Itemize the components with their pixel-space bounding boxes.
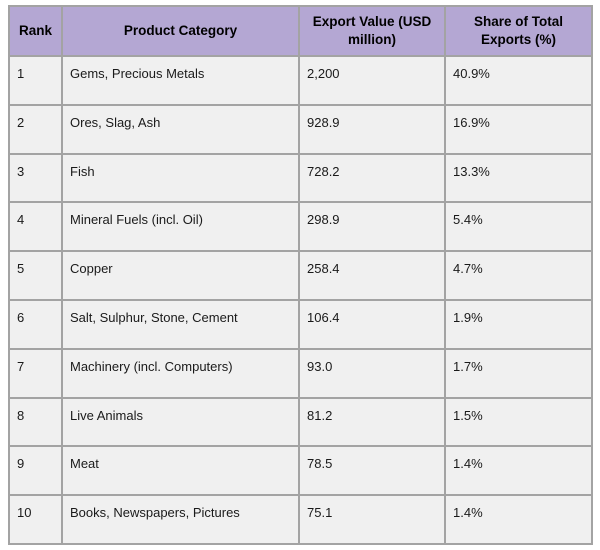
table-row: 2 Ores, Slag, Ash 928.9 16.9% xyxy=(8,103,593,155)
rank-cell: 7 xyxy=(8,347,63,399)
share-cell: 4.7% xyxy=(444,250,593,301)
table-row: 1 Gems, Precious Metals 2,200 40.9% xyxy=(8,55,593,106)
value-cell: 93.0 xyxy=(298,347,446,399)
rank-cell: 9 xyxy=(8,445,63,497)
category-cell: Live Animals xyxy=(61,396,300,448)
value-cell: 2,200 xyxy=(298,55,446,106)
rank-cell: 8 xyxy=(8,396,63,448)
share-cell: 1.9% xyxy=(444,298,593,350)
share-cell: 1.4% xyxy=(444,494,593,545)
category-cell: Salt, Sulphur, Stone, Cement xyxy=(61,298,300,350)
category-cell: Mineral Fuels (incl. Oil) xyxy=(61,201,300,253)
category-cell: Meat xyxy=(61,445,300,497)
table-row: 5 Copper 258.4 4.7% xyxy=(8,250,593,301)
category-cell: Gems, Precious Metals xyxy=(61,55,300,106)
share-cell: 13.3% xyxy=(444,152,593,204)
share-cell: 1.5% xyxy=(444,396,593,448)
rank-cell: 3 xyxy=(8,152,63,204)
header-row: Rank Product Category Export Value (USD … xyxy=(8,5,593,57)
value-cell: 78.5 xyxy=(298,445,446,497)
share-cell: 1.4% xyxy=(444,445,593,497)
share-cell: 40.9% xyxy=(444,55,593,106)
col-header-product-category: Product Category xyxy=(61,5,300,57)
table-row: 9 Meat 78.5 1.4% xyxy=(8,445,593,497)
value-cell: 81.2 xyxy=(298,396,446,448)
table-row: 4 Mineral Fuels (incl. Oil) 298.9 5.4% xyxy=(8,201,593,253)
category-cell: Fish xyxy=(61,152,300,204)
share-cell: 5.4% xyxy=(444,201,593,253)
rank-cell: 2 xyxy=(8,103,63,155)
rank-cell: 1 xyxy=(8,55,63,106)
value-cell: 106.4 xyxy=(298,298,446,350)
share-cell: 1.7% xyxy=(444,347,593,399)
rank-cell: 4 xyxy=(8,201,63,253)
value-cell: 75.1 xyxy=(298,494,446,545)
value-cell: 928.9 xyxy=(298,103,446,155)
value-cell: 258.4 xyxy=(298,250,446,301)
category-cell: Copper xyxy=(61,250,300,301)
category-cell: Ores, Slag, Ash xyxy=(61,103,300,155)
table-row: 8 Live Animals 81.2 1.5% xyxy=(8,396,593,448)
category-cell: Books, Newspapers, Pictures xyxy=(61,494,300,545)
value-cell: 728.2 xyxy=(298,152,446,204)
col-header-rank: Rank xyxy=(8,5,63,57)
col-header-export-value: Export Value (USD million) xyxy=(298,5,446,57)
share-cell: 16.9% xyxy=(444,103,593,155)
exports-table: Rank Product Category Export Value (USD … xyxy=(8,5,593,545)
rank-cell: 6 xyxy=(8,298,63,350)
col-header-share: Share of Total Exports (%) xyxy=(444,5,593,57)
table-row: 3 Fish 728.2 13.3% xyxy=(8,152,593,204)
table-row: 6 Salt, Sulphur, Stone, Cement 106.4 1.9… xyxy=(8,298,593,350)
value-cell: 298.9 xyxy=(298,201,446,253)
table-row: 10 Books, Newspapers, Pictures 75.1 1.4% xyxy=(8,494,593,545)
table-row: 7 Machinery (incl. Computers) 93.0 1.7% xyxy=(8,347,593,399)
rank-cell: 10 xyxy=(8,494,63,545)
category-cell: Machinery (incl. Computers) xyxy=(61,347,300,399)
rank-cell: 5 xyxy=(8,250,63,301)
